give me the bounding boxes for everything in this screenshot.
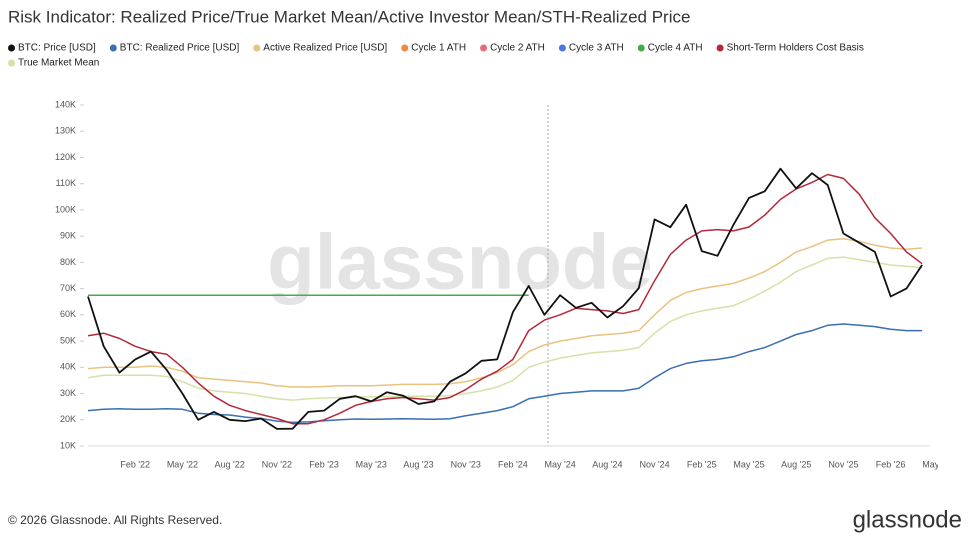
y-tick-label: 70K	[60, 283, 76, 293]
legend-item: Cycle 4 ATH	[637, 43, 703, 54]
legend-swatch	[401, 44, 409, 52]
legend-label: BTC: Price [USD]	[18, 43, 96, 54]
x-tick-label: Feb '23	[309, 459, 339, 469]
x-tick-label: Aug '25	[781, 459, 811, 469]
series-line	[87, 256, 923, 401]
chart-title: Risk Indicator: Realized Price/True Mark…	[8, 7, 690, 26]
footer: © 2026 Glassnode. All Rights Reserved.	[8, 513, 222, 527]
legend-item: Cycle 1 ATH	[401, 43, 466, 54]
legend-label: True Market Mean	[18, 58, 99, 69]
x-tick-label: Nov '25	[828, 459, 858, 469]
brand: glassnode	[853, 506, 962, 533]
series-line	[87, 323, 923, 424]
y-tick-label: 110K	[56, 178, 76, 188]
legend: BTC: Price [USD] BTC: Realized Price [USD…	[8, 43, 864, 69]
series-line	[87, 167, 923, 430]
x-tick-label: Aug '22	[215, 459, 245, 469]
legend-item: BTC: Realized Price [USD]	[109, 43, 240, 54]
y-tick-label: 30K	[60, 388, 76, 398]
legend-item: Short-Term Holders Cost Basis	[716, 43, 864, 54]
legend-label: Cycle 3 ATH	[569, 43, 624, 54]
x-tick-label: Aug '24	[592, 459, 622, 469]
y-tick-label: 120K	[55, 152, 76, 162]
x-tick-label: Feb '22	[120, 459, 150, 469]
legend-label: Cycle 2 ATH	[490, 43, 545, 54]
legend-swatch	[558, 44, 566, 52]
legend-swatch	[637, 44, 645, 52]
y-tick-label: 100K	[55, 204, 76, 214]
series-line	[87, 173, 923, 425]
y-tick-label: 140K	[55, 99, 76, 109]
x-tick-label: May '25	[733, 459, 764, 469]
series-line	[87, 238, 923, 388]
x-tick-label: Nov '22	[262, 459, 292, 469]
legend-item: BTC: Price [USD]	[8, 43, 96, 54]
legend-swatch	[253, 44, 261, 52]
legend-item: Cycle 2 ATH	[480, 43, 545, 54]
plot	[87, 167, 923, 430]
legend-label: Cycle 1 ATH	[411, 43, 466, 54]
legend-swatch	[109, 44, 117, 52]
legend-swatch	[8, 44, 15, 52]
legend-label: Short-Term Holders Cost Basis	[727, 43, 864, 54]
legend-label: Active Realized Price [USD]	[263, 43, 387, 54]
x-tick-label: Feb '26	[876, 459, 906, 469]
x-tick-label: May '26	[922, 459, 953, 469]
y-tick-label: 20K	[60, 414, 76, 424]
x-tick-label: May '23	[356, 459, 387, 469]
y-tick-label: 50K	[60, 335, 76, 345]
x-ticks: Feb '22 May '22 Aug '22 Nov '22 Feb '23 May '…	[120, 459, 953, 469]
x-tick-label: Feb '24	[498, 459, 528, 469]
y-tick-label: 40K	[60, 362, 76, 372]
legend-label: Cycle 4 ATH	[648, 43, 703, 54]
legend-label: BTC: Realized Price [USD]	[120, 43, 240, 54]
legend-item: Cycle 3 ATH	[558, 43, 624, 54]
x-tick-label: May '24	[545, 459, 576, 469]
watermark: glassnode	[267, 218, 653, 306]
legend-item: True Market Mean	[8, 58, 99, 69]
y-tick-label: 90K	[60, 231, 76, 241]
x-tick-label: Aug '23	[403, 459, 433, 469]
y-tick-label: 130K	[55, 126, 76, 136]
y-tick-label: 60K	[60, 309, 76, 319]
legend-swatch	[8, 59, 15, 67]
y-tick-label: 80K	[60, 257, 76, 267]
x-tick-label: Nov '24	[639, 459, 669, 469]
x-tick-label: Nov '23	[451, 459, 481, 469]
legend-swatch	[480, 44, 488, 52]
x-tick-label: Feb '25	[687, 459, 717, 469]
x-tick-label: May '22	[167, 459, 198, 469]
legend-item: Active Realized Price [USD]	[253, 43, 387, 54]
y-tick-label: 10K	[60, 440, 76, 450]
legend-swatch	[716, 44, 724, 52]
